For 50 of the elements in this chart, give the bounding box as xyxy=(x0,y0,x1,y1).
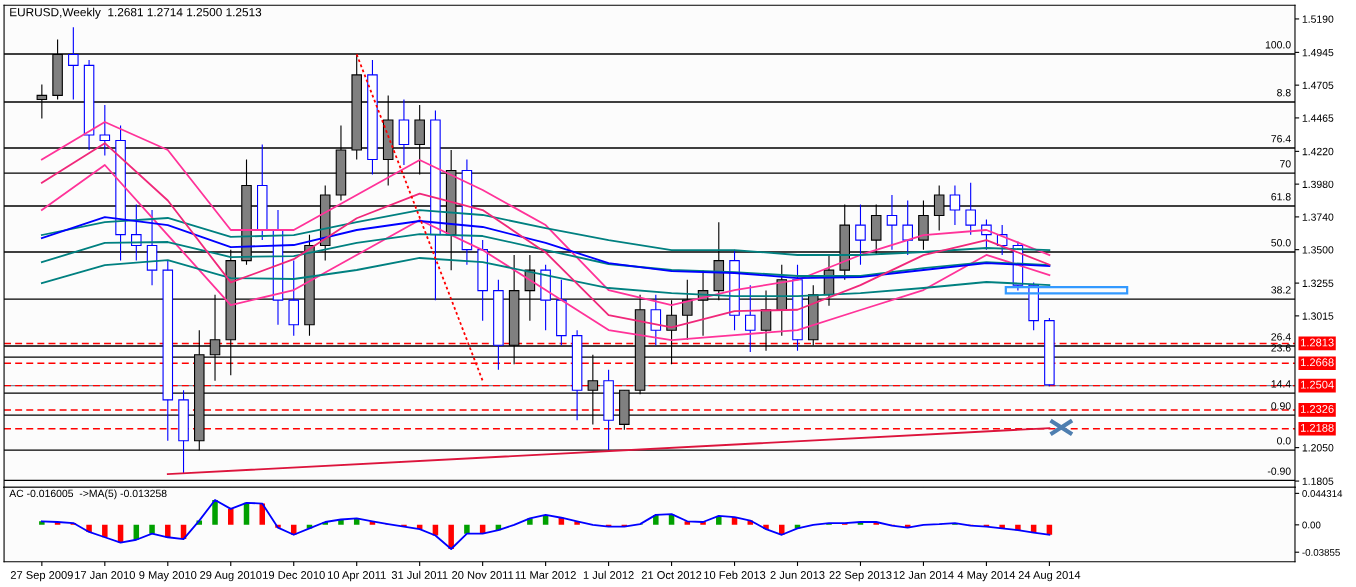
y-tick-label: 1.4220 xyxy=(1302,147,1334,156)
y-tick-label: 1.3255 xyxy=(1302,279,1334,287)
y-tick-label: 1.4705 xyxy=(1302,81,1334,90)
x-tick-label: 1 Jul 2012 xyxy=(583,570,634,579)
annotation: 0.90 xyxy=(1271,402,1291,410)
y-tick-label: 1.3740 xyxy=(1302,213,1334,221)
annotation: 100.0 xyxy=(1265,41,1291,49)
annotation: 38.2 xyxy=(1271,286,1291,294)
chart-title: EURUSD,Weekly 1.2681 1.2714 1.2500 1.2513 xyxy=(10,7,262,19)
annotation: 61.8 xyxy=(1271,193,1291,201)
y-tick-label: 1.5190 xyxy=(1302,15,1334,23)
x-tick-label: 9 May 2010 xyxy=(139,571,197,582)
ref-line-label: 1.2504 xyxy=(1300,380,1334,389)
ref-line-label: 1.2188 xyxy=(1300,423,1334,432)
annotation: 76.4 xyxy=(1271,135,1291,143)
y-tick-label: 0.00 xyxy=(1302,521,1321,529)
x-tick-label: 11 Mar 2012 xyxy=(515,571,576,579)
ref-line-label: 1.2326 xyxy=(1300,405,1334,413)
x-tick-label: 29 Aug 2010 xyxy=(200,571,262,582)
x-tick-label: 10 Apr 2011 xyxy=(328,571,386,582)
x-tick-label: 12 Jan 2014 xyxy=(893,571,954,579)
annotation: 8.8 xyxy=(1277,89,1291,97)
y-tick-label: 1.3980 xyxy=(1302,180,1334,189)
y-tick-label: 0.044314 xyxy=(1302,490,1343,497)
x-tick-label: 22 Sep 2013 xyxy=(829,571,892,582)
x-tick-label: 4 May 2014 xyxy=(957,571,1016,582)
annotation: 0.0 xyxy=(1277,437,1291,445)
annotation: 70 xyxy=(1280,160,1291,168)
y-tick-label: 1.3500 xyxy=(1302,246,1334,254)
annotation: -0.90 xyxy=(1267,467,1291,475)
y-tick-label: 1.2050 xyxy=(1302,444,1334,452)
y-tick-label: 1.4465 xyxy=(1302,114,1334,122)
ref-line-label: 1.2813 xyxy=(1300,338,1334,347)
x-tick-label: 24 Aug 2014 xyxy=(1018,571,1081,582)
x-tick-label: 20 Nov 2011 xyxy=(452,571,514,579)
x-tick-label: 21 Oct 2012 xyxy=(641,571,702,579)
x-tick-label: 10 Feb 2013 xyxy=(704,570,766,579)
x-tick-label: 27 Sep 2009 xyxy=(10,571,73,582)
y-tick-label: -0.03855 xyxy=(1302,548,1340,556)
x-tick-label: 2 Jun 2013 xyxy=(770,571,825,579)
y-tick-label: 1.4945 xyxy=(1302,48,1334,57)
x-tick-label: 19 Dec 2010 xyxy=(263,571,325,579)
annotation: 50.0 xyxy=(1271,239,1291,247)
ref-line-label: 1.2668 xyxy=(1300,358,1334,367)
x-tick-label: 17 Jan 2010 xyxy=(75,571,135,579)
y-tick-label: 1.1805 xyxy=(1302,477,1334,485)
y-tick-label: 1.3015 xyxy=(1302,312,1334,320)
chart-title: AC -0.016005 ->MA(5) -0.013258 xyxy=(9,489,167,500)
annotation: 26.4 xyxy=(1271,333,1291,341)
x-tick-label: 31 Jul 2011 xyxy=(391,570,448,579)
